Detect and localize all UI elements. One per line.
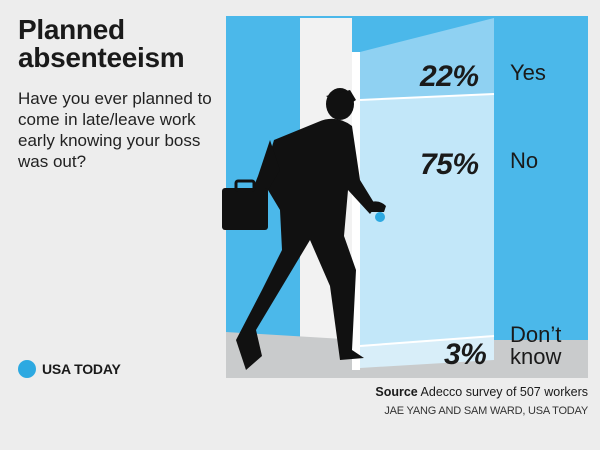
data-label-dont-know: Don’t know [510, 322, 562, 369]
data-label-yes-value: 22% [420, 60, 479, 93]
data-label-no-value: 75% [420, 148, 479, 181]
data-label-no: No [510, 148, 539, 173]
door-knob [375, 212, 385, 222]
usa-today-logo: USA TODAY [18, 360, 121, 378]
door-stacked-bar [359, 18, 495, 368]
source-label: Source [375, 385, 418, 399]
logo-dot-icon [18, 360, 36, 378]
logo-text: USA TODAY [42, 361, 121, 377]
chart-title: Planned absenteeism [18, 14, 185, 73]
bar-segment-yes [360, 18, 494, 100]
source-note: Source Adecco survey of 507 workers [375, 385, 588, 399]
source-text: Adecco survey of 507 workers [420, 385, 588, 399]
segment-divider [359, 93, 495, 101]
credit-line: JAE YANG AND SAM WARD, USA TODAY [384, 405, 588, 417]
survey-question: Have you ever planned to come in late/le… [18, 89, 212, 171]
door-edge [352, 52, 360, 370]
data-label-yes: Yes [510, 60, 546, 85]
businessman-silhouette-icon [222, 88, 386, 370]
data-label-dont-know-value: 3% [444, 338, 487, 371]
bar-segment-no [360, 94, 494, 346]
segment-divider [359, 335, 495, 347]
